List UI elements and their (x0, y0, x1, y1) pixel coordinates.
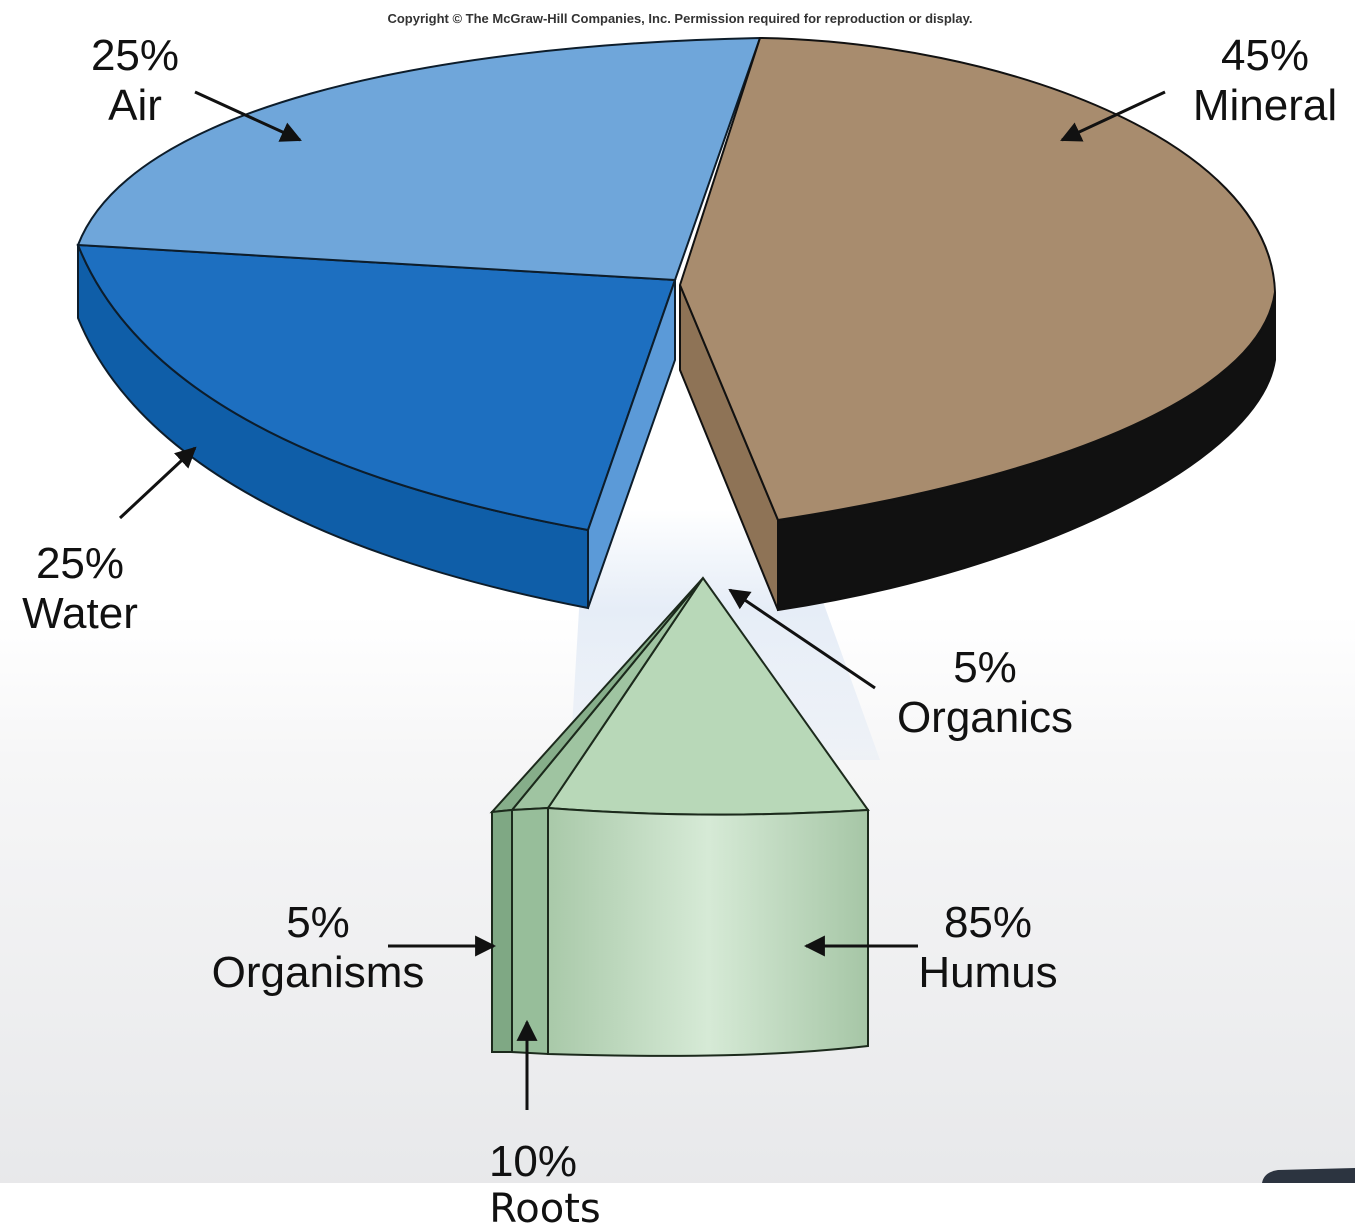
air-arrow (194, 90, 302, 142)
organics-name-label: Organics (897, 693, 1073, 742)
organics-breakout (489, 576, 870, 1057)
air-name-label: Air (108, 81, 162, 130)
bottom-band (0, 1183, 1355, 1229)
water-slice (76, 243, 677, 532)
humus-pct-label: 85% (944, 898, 1032, 947)
corner-widget (1262, 1168, 1355, 1183)
roots-segment (511, 806, 549, 1056)
main-pie (76, 36, 1277, 612)
organics-pct-label: 5% (953, 643, 1017, 692)
roots-name-label: Roots (489, 1186, 600, 1229)
roots-pct-label: 10% (489, 1137, 577, 1186)
water-cut-face (587, 279, 676, 609)
water-arrow (118, 446, 197, 520)
organics-arrow (728, 588, 876, 690)
mineral-slice (678, 36, 1277, 522)
mineral-arrow (1060, 90, 1166, 142)
humus-segment (547, 806, 869, 1057)
mineral-pct-label: 45% (1221, 31, 1309, 80)
air-pct-label: 25% (91, 31, 179, 80)
leader-arrows (118, 90, 1166, 1110)
copyright-notice: Copyright © The McGraw-Hill Companies, I… (387, 11, 972, 26)
water-pct-label: 25% (36, 539, 124, 588)
mineral-name-label: Mineral (1193, 81, 1337, 130)
organisms-pct-label: 5% (286, 898, 350, 947)
humus-name-label: Humus (918, 948, 1057, 997)
air-slice (76, 36, 762, 282)
organisms-name-label: Organisms (212, 948, 425, 997)
organisms-segment (491, 808, 513, 1053)
water-name-label: Water (22, 589, 138, 638)
